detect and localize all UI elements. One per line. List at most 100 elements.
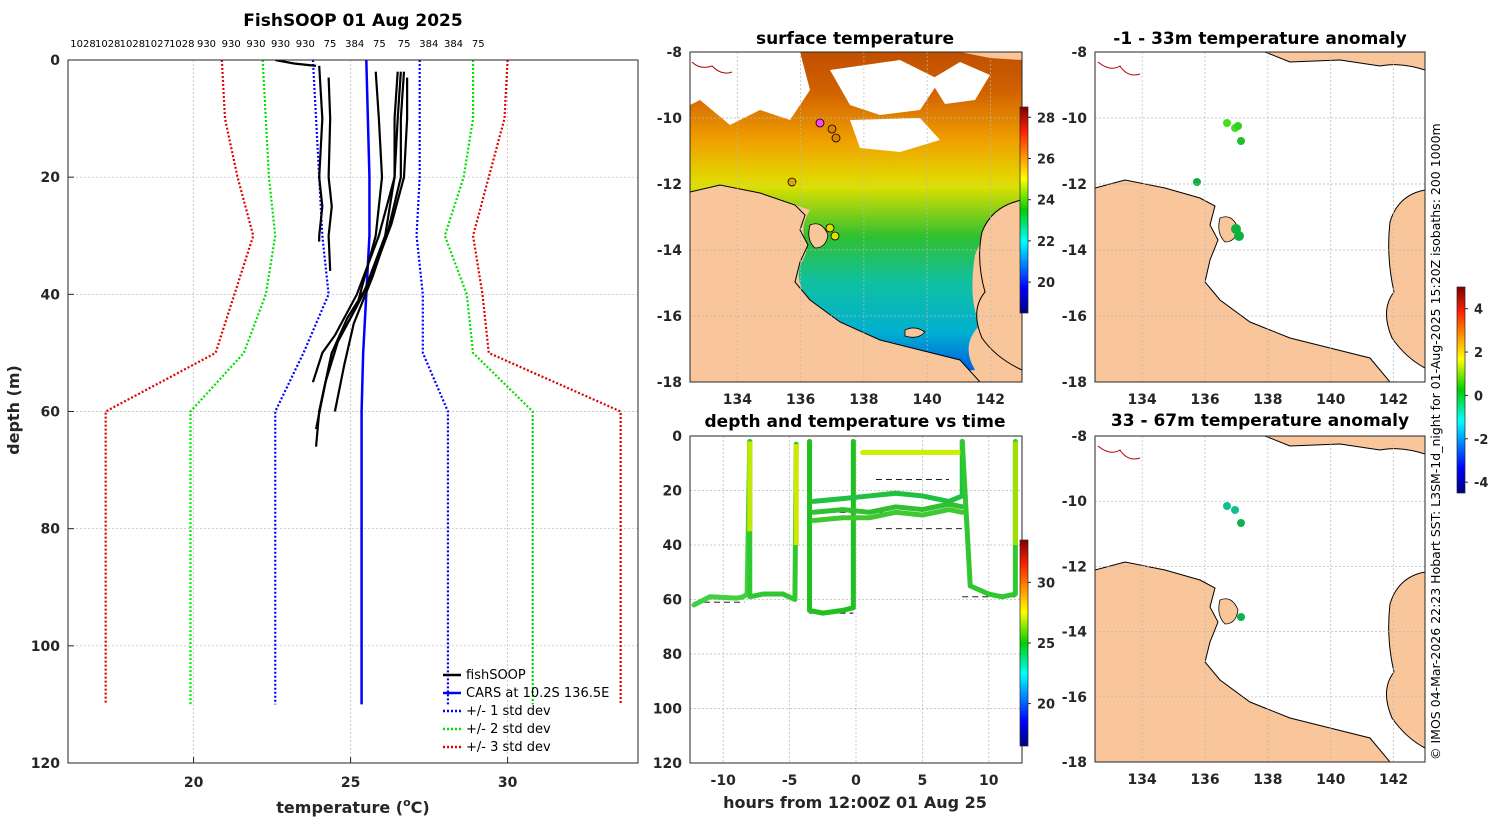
profile-top-label: 1028 bbox=[70, 39, 95, 50]
anomaly-top-ticks: 134 136 138 140 142 -8 -10 -12 -14 -16 -18 bbox=[1062, 45, 1408, 408]
timeseries-ytick-label: 80 bbox=[663, 647, 683, 663]
timeseries-xtick-label: -5 bbox=[782, 773, 798, 789]
profile-ytick-label: 0 bbox=[50, 53, 60, 69]
sst-map-ytick-label: -8 bbox=[666, 45, 682, 61]
anomaly-top-ytick-label: -14 bbox=[1062, 243, 1088, 259]
sst-station-marker bbox=[827, 124, 837, 134]
anomaly-top-ytick-label: -10 bbox=[1062, 111, 1088, 127]
timeseries-panel: depth and temperature vs time -10 -5 0 5 100… bbox=[653, 412, 1055, 812]
anomaly-top-xtick-label: 140 bbox=[1316, 392, 1345, 408]
profile-top-label: 75 bbox=[398, 39, 411, 50]
anomaly-marker bbox=[1193, 178, 1201, 186]
sst-colorbar-tick-label: 24 bbox=[1037, 194, 1055, 209]
anomaly-bottom-map bbox=[1095, 436, 1425, 762]
timeseries-xtick-label: -10 bbox=[711, 773, 737, 789]
sst-map-ytick-label: -16 bbox=[657, 309, 682, 325]
profile-top-label: 75 bbox=[472, 39, 485, 50]
anomaly-bottom-ytick-label: -16 bbox=[1062, 690, 1087, 706]
profile-ytick-label: 40 bbox=[41, 287, 61, 303]
profile-ytick-label: 100 bbox=[31, 639, 60, 655]
anomaly-top-cape-york bbox=[1386, 189, 1425, 369]
anomaly-marker bbox=[1223, 119, 1231, 127]
sst-map-ytick-label: -12 bbox=[657, 177, 682, 193]
profile-series-line bbox=[471, 60, 622, 705]
profile-lines bbox=[104, 60, 622, 705]
timeseries-ytick-label: 100 bbox=[653, 702, 682, 718]
timeseries-track bbox=[747, 438, 799, 602]
profile-legend: fishSOOP CARS at 10.2S 136.5E +/- 1 std … bbox=[443, 668, 609, 755]
profile-series-line bbox=[360, 60, 371, 705]
sst-map-ytick-label: -10 bbox=[657, 111, 683, 127]
anomaly-marker bbox=[1237, 137, 1245, 145]
profile-title: FishSOOP 01 Aug 2025 bbox=[243, 11, 462, 31]
profile-ytick-label: 20 bbox=[41, 170, 61, 186]
profile-ytick-label: 120 bbox=[31, 756, 60, 772]
anomaly-top-title: -1 - 33m temperature anomaly bbox=[1113, 29, 1406, 49]
sst-map-xtick-label: 140 bbox=[913, 392, 942, 408]
timeseries-ytick-label: 20 bbox=[663, 484, 683, 500]
sst-groote-island bbox=[808, 223, 829, 249]
anomaly-colorbar-tick-label: -4 bbox=[1474, 476, 1488, 491]
anomaly-bottom-ytick-label: -12 bbox=[1062, 559, 1087, 575]
fishsoop-profile-line bbox=[327, 77, 333, 271]
anomaly-bottom-cape-york bbox=[1386, 571, 1425, 749]
profile-xtick-label: 20 bbox=[184, 775, 204, 791]
timeseries-track bbox=[807, 438, 856, 616]
anomaly-top-axes-box bbox=[1094, 51, 1426, 383]
profile-ytick-label: 80 bbox=[41, 522, 61, 538]
sst-map-xtick-label: 136 bbox=[786, 392, 815, 408]
timeseries-ytick-label: 40 bbox=[663, 538, 683, 554]
profile-xlabel: temperature (oC) bbox=[276, 796, 429, 817]
sst-colorbar-ticks: 28 26 24 22 20 bbox=[1028, 111, 1055, 291]
profile-top-label: 1028 bbox=[95, 39, 120, 50]
profile-top-label: 384 bbox=[419, 39, 438, 50]
anomaly-bottom-ytick-label: -10 bbox=[1062, 494, 1088, 510]
sst-map-ytick-label: -18 bbox=[657, 375, 682, 391]
profile-top-label: 930 bbox=[246, 39, 265, 50]
profile-ylabel: depth (m) bbox=[4, 365, 23, 455]
anomaly-bottom-groote bbox=[1218, 598, 1239, 625]
profile-top-label: 75 bbox=[373, 39, 386, 50]
anomaly-bottom-ytick-label: -14 bbox=[1062, 625, 1088, 641]
profile-top-label: 384 bbox=[345, 39, 364, 50]
anomaly-bottom-ticks: 134 136 138 140 142 -8 -10 -12 -14 -16 -18 bbox=[1062, 429, 1408, 788]
anomaly-colorbar-tick-label: 0 bbox=[1474, 389, 1483, 404]
anomaly-marker bbox=[1234, 122, 1242, 130]
sst-station-marker bbox=[815, 118, 825, 128]
anomaly-bottom-ytick-label: -8 bbox=[1071, 429, 1087, 445]
sst-cloud-ne bbox=[930, 62, 990, 104]
sst-cloud-center bbox=[850, 118, 940, 152]
legend-1std: +/- 1 std dev bbox=[466, 704, 551, 719]
timeseries-track bbox=[811, 438, 965, 504]
sst-station-marker bbox=[825, 223, 835, 233]
anomaly-colorbar bbox=[1456, 286, 1466, 494]
anomaly-bottom-xtick-label: 136 bbox=[1190, 772, 1219, 788]
legend-3std: +/- 3 std dev bbox=[466, 740, 551, 755]
profile-top-label: 75 bbox=[324, 39, 337, 50]
anomaly-top-ytick-label: -8 bbox=[1071, 45, 1087, 61]
legend-2std: +/- 2 std dev bbox=[466, 722, 551, 737]
timeseries-xtick-label: 10 bbox=[979, 773, 999, 789]
anomaly-top-xtick-label: 136 bbox=[1190, 392, 1219, 408]
sst-colorbar bbox=[1019, 106, 1029, 314]
timeseries-track bbox=[691, 438, 753, 608]
timeseries-track bbox=[959, 438, 1018, 600]
anomaly-top-panel: -1 - 33m temperature anomaly 134 136 138 14… bbox=[1062, 29, 1426, 408]
profile-series-line bbox=[104, 60, 255, 705]
anomaly-top-xtick-label: 134 bbox=[1128, 392, 1157, 408]
timeseries-colorbar bbox=[1019, 539, 1029, 747]
anomaly-bottom-ytick-label: -18 bbox=[1062, 755, 1087, 771]
timeseries-title: depth and temperature vs time bbox=[705, 412, 1006, 432]
sst-mornington-island bbox=[904, 327, 926, 338]
anomaly-colorbar-ticks: 4 2 0 -2 -4 bbox=[1465, 303, 1488, 491]
anomaly-bottom-xtick-label: 142 bbox=[1379, 772, 1408, 788]
anomaly-colorbar-group: 4 2 0 -2 -4 bbox=[1456, 286, 1488, 494]
copyright-side-text: © IMOS 04-Mar-2026 22:23 Hobart SST: L3S… bbox=[1428, 123, 1443, 760]
anomaly-top-xtick-label: 142 bbox=[1379, 392, 1408, 408]
timeseries-xtick-label: 5 bbox=[918, 773, 928, 789]
anomaly-bottom-panel: 33 - 67m temperature anomaly 134 136 138 14… bbox=[1062, 411, 1426, 788]
profile-top-label: 930 bbox=[222, 39, 241, 50]
sst-cape-york bbox=[976, 199, 1022, 371]
